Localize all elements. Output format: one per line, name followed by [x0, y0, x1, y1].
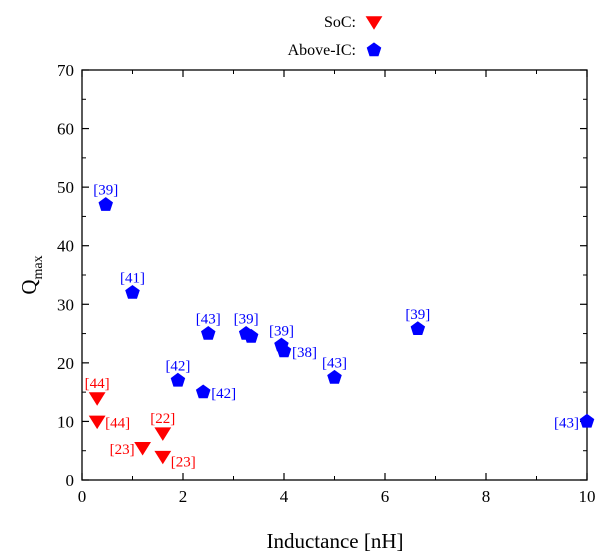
- y-tick-label: 70: [57, 61, 74, 80]
- above-ic-marker: [98, 197, 113, 211]
- data-point-label: [23]: [110, 442, 135, 458]
- legend-marker: [365, 16, 383, 30]
- x-axis-title: Inductance [nH]: [266, 529, 403, 553]
- data-point-label: [43]: [196, 312, 221, 328]
- x-tick-label: 10: [579, 487, 596, 506]
- y-tick-label: 60: [57, 120, 74, 139]
- soc-marker: [154, 450, 172, 465]
- legend-label: Above-IC:: [288, 42, 356, 59]
- data-point-label: [43]: [554, 415, 579, 431]
- y-tick-label: 50: [57, 178, 74, 197]
- y-axis-title-main: Q: [17, 279, 41, 294]
- data-point-label: [39]: [269, 323, 294, 339]
- soc-marker: [88, 392, 106, 406]
- y-tick-label: 30: [57, 295, 74, 314]
- legend-marker: [366, 42, 382, 57]
- data-point-label: [39]: [405, 307, 430, 323]
- soc-marker: [134, 442, 152, 456]
- data-point-label: [38]: [292, 345, 317, 361]
- above-ic-marker: [276, 343, 292, 358]
- data-point-label: [44]: [85, 376, 110, 392]
- y-tick-label: 40: [57, 237, 74, 256]
- data-point-label: [22]: [150, 411, 175, 427]
- x-tick-label: 6: [381, 487, 390, 506]
- above-ic-marker: [410, 321, 426, 335]
- above-ic-marker: [170, 372, 186, 387]
- data-point-label: [39]: [93, 183, 118, 199]
- x-tick-label: 8: [482, 487, 491, 506]
- x-tick-label: 4: [280, 487, 289, 506]
- above-ic-marker: [125, 284, 140, 299]
- y-axis-title-subscript: max: [31, 255, 46, 279]
- above-ic-marker: [201, 325, 216, 340]
- data-labels: [44] [44] [22] [23] [23] [39] [41] [42] [42] [43]…: [85, 183, 579, 471]
- y-tick-label: 0: [66, 471, 75, 490]
- legend: SoC: Above-IC:: [288, 14, 383, 59]
- x-tick-label: 0: [78, 487, 87, 506]
- above-ic-marker: [243, 328, 259, 343]
- data-point-label: [39]: [234, 312, 259, 328]
- data-point-label: [42]: [211, 386, 236, 402]
- y-tick-label: 10: [57, 412, 74, 431]
- x-tick-label: 2: [179, 487, 188, 506]
- above-ic-marker: [579, 413, 595, 428]
- y-tick-label: 20: [57, 354, 74, 373]
- data-point-label: [41]: [120, 271, 145, 287]
- y-axis: 0 10 20 30 40 50 60 70: [57, 61, 587, 490]
- data-markers: [88, 197, 595, 465]
- x-axis: 0 2 4 6 8 10: [78, 70, 596, 506]
- data-point-label: [42]: [165, 358, 190, 374]
- legend-label: SoC:: [324, 14, 356, 31]
- data-point-label: [43]: [322, 356, 347, 372]
- above-ic-marker: [195, 384, 211, 399]
- data-point-label: [44]: [105, 415, 130, 431]
- soc-marker: [154, 427, 172, 441]
- data-point-label: [23]: [171, 455, 196, 471]
- above-ic-marker: [327, 369, 342, 384]
- soc-marker: [88, 415, 106, 430]
- y-axis-title: Qmax: [17, 255, 46, 294]
